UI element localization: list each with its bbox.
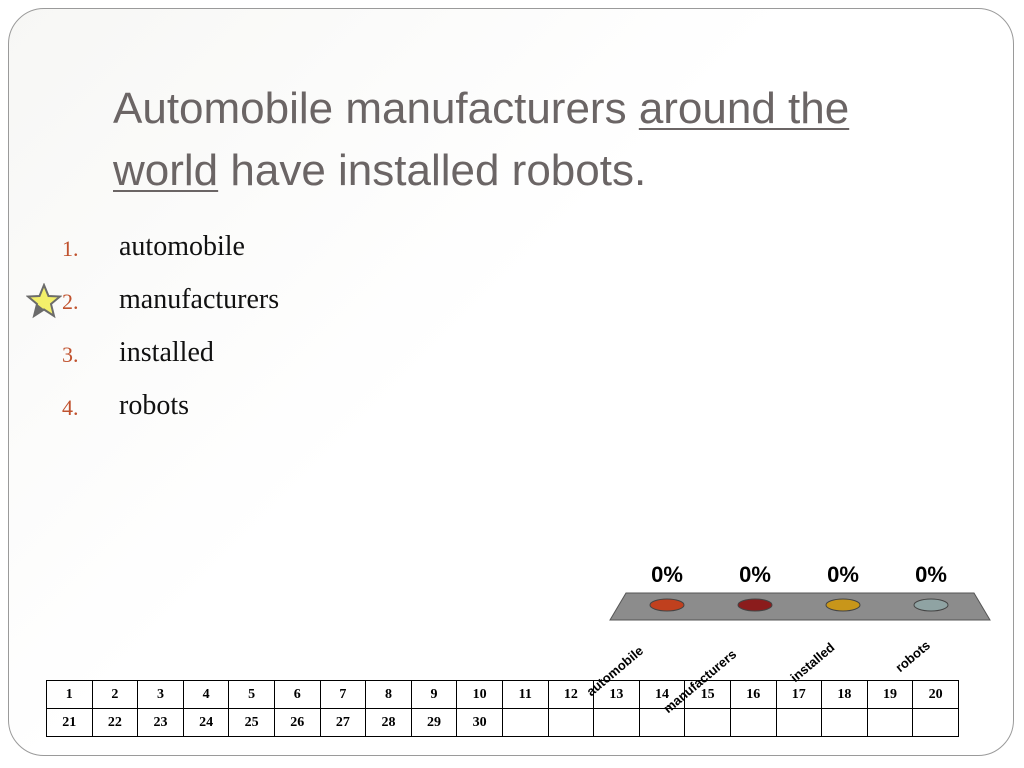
title-part-2: have installed robots. [218,146,647,195]
slide-title: Automobile manufacturers around the worl… [113,78,953,202]
grid-cell [684,708,731,737]
title-part-1: Automobile manufacturers [113,84,639,133]
response-chart: 0% 0% 0% 0% [609,562,991,621]
data-label-automobile: 0% [651,562,683,587]
grid-row-1: 1 2 3 4 5 6 7 8 9 10 11 12 13 14 15 16 17 18 19 20 [46,680,959,709]
option-4[interactable]: 4. robots [0,385,600,425]
grid-cell: 15 [684,680,731,709]
grid-cell [775,708,823,737]
grid-cell: 23 [137,708,184,737]
grid-cell [547,708,595,737]
grid-cell: 11 [501,680,549,709]
grid-cell: 14 [638,680,686,709]
option-label: manufacturers [119,284,280,315]
grid-cell: 9 [410,680,458,709]
option-label: robots [119,390,189,421]
slide-frame [8,8,1014,756]
grid-cell: 19 [866,680,914,709]
bar-manufacturers [737,598,773,612]
title-underlined: around the world [113,84,850,195]
grid-cell [866,708,914,737]
grid-cell: 4 [182,680,230,709]
grid-cell [593,708,640,737]
bar-automobile [649,598,685,612]
option-number: 2. [62,289,79,314]
grid-cell: 29 [410,708,458,737]
grid-cell: 13 [593,680,640,709]
bar-installed [825,598,861,612]
grid-cell [729,708,777,737]
grid-cell: 5 [228,680,275,709]
option-1[interactable]: 1. automobile [0,226,600,266]
grid-cell: 16 [729,680,777,709]
bar-robots [913,598,949,612]
grid-cell: 10 [456,680,503,709]
chart-platform [609,592,991,621]
data-label-installed: 0% [827,562,859,587]
grid-cell [912,708,959,737]
grid-cell: 7 [319,680,367,709]
grid-row-2: 21 22 23 24 25 26 27 28 29 30 [46,708,959,737]
option-2[interactable]: 2. manufacturers [0,279,600,319]
grid-cell: 21 [46,708,93,737]
grid-cell: 22 [91,708,139,737]
grid-cell: 26 [273,708,321,737]
grid-cell: 24 [182,708,230,737]
grid-cell: 20 [912,680,959,709]
option-label: installed [119,337,214,368]
grid-cell: 2 [91,680,139,709]
grid-cell: 17 [775,680,823,709]
response-grid: 1 2 3 4 5 6 7 8 9 10 11 12 13 14 15 16 17 18 19 20 21 22 23 24… [46,680,959,737]
grid-cell [501,708,549,737]
correct-answer-star-icon [26,283,62,319]
option-number: 3. [62,342,79,367]
grid-cell: 12 [547,680,595,709]
grid-cell: 30 [456,708,503,737]
grid-cell [638,708,686,737]
option-number: 4. [62,395,79,420]
option-label: automobile [119,231,245,262]
grid-cell: 27 [319,708,367,737]
grid-cell: 3 [137,680,184,709]
option-number: 1. [62,236,79,261]
option-3[interactable]: 3. installed [0,332,600,372]
grid-cell: 1 [46,680,93,709]
data-label-robots: 0% [915,562,947,587]
grid-cell: 6 [273,680,321,709]
grid-cell: 18 [821,680,868,709]
data-label-manufacturers: 0% [739,562,771,587]
grid-cell: 25 [228,708,275,737]
grid-cell: 8 [365,680,412,709]
grid-cell: 28 [365,708,412,737]
grid-cell [821,708,868,737]
